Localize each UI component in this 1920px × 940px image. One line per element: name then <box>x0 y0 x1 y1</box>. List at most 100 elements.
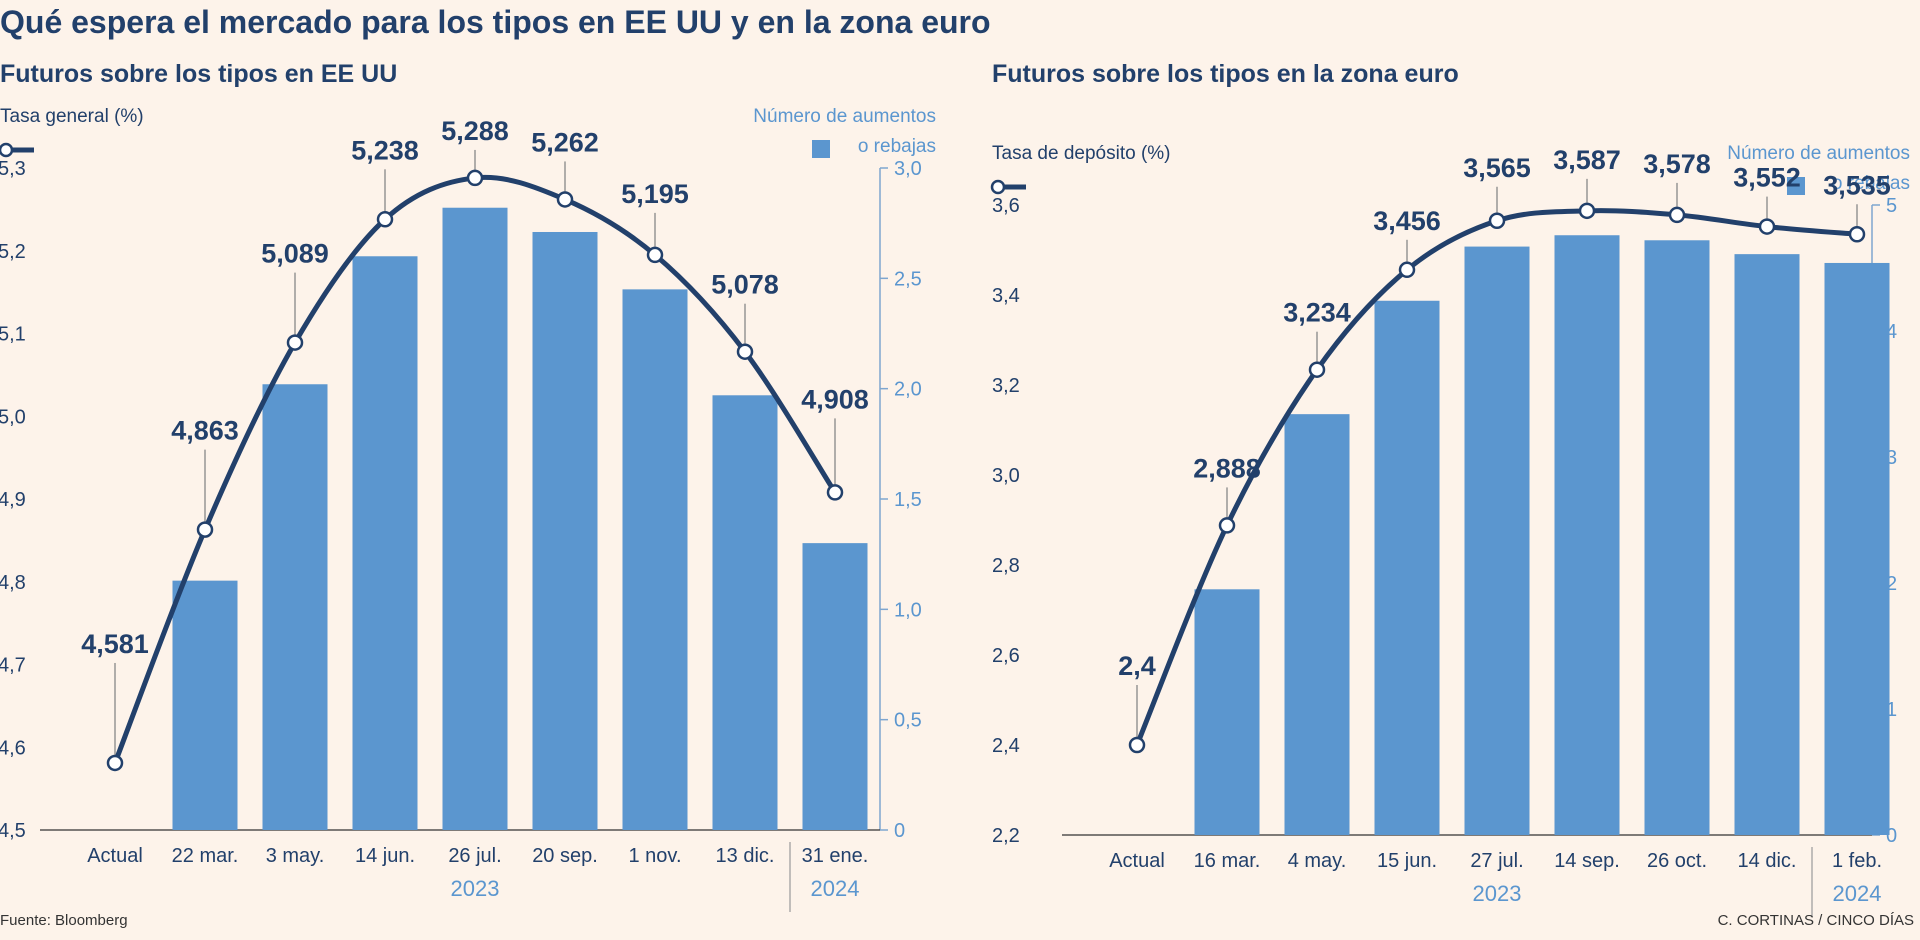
euro-left-tick-label: 2,6 <box>992 645 1020 667</box>
euro-rate-marker <box>1398 261 1416 279</box>
us-bar <box>172 580 238 830</box>
us-category-label: 20 sep. <box>532 845 598 867</box>
us-bar <box>622 289 688 830</box>
us-rate-marker <box>646 246 664 264</box>
euro-right-tick-label: 1 <box>1886 699 1897 721</box>
euro-left-tick-label: 3,6 <box>992 195 1020 217</box>
euro-rate-marker <box>1128 736 1146 754</box>
euro-category-label: 14 dic. <box>1738 850 1797 872</box>
us-category-label: 22 mar. <box>172 845 239 867</box>
us-bar <box>352 256 418 830</box>
euro-value-label: 3,552 <box>1733 163 1801 193</box>
us-rate-marker <box>556 191 574 208</box>
us-right-tick-label: 0 <box>894 820 905 842</box>
euro-category-label: 16 mar. <box>1194 850 1261 872</box>
euro-left-axis-label: Tasa de depósito (%) <box>992 143 1171 164</box>
us-left-tick-label: 4,9 <box>0 489 26 511</box>
us-right-axis-label-2: o rebajas <box>858 136 936 157</box>
us-right-tick-label: 2,0 <box>894 379 922 401</box>
us-legend-bar-icon <box>812 140 830 158</box>
euro-value-label: 3,565 <box>1463 153 1531 183</box>
us-bar <box>802 543 868 830</box>
euro-right-axis-label-2: o rebajas <box>1832 173 1910 194</box>
us-bar <box>532 231 598 830</box>
us-right-tick-label: 2,5 <box>894 268 922 290</box>
euro-bar <box>1464 246 1530 835</box>
euro-value-label: 3,234 <box>1283 298 1351 328</box>
euro-rate-marker <box>1308 361 1326 378</box>
euro-left-tick-label: 2,4 <box>992 735 1020 757</box>
us-rate-marker <box>466 169 484 187</box>
euro-bar <box>1644 240 1710 835</box>
euro-bar <box>1734 254 1800 835</box>
us-left-tick-label: 4,5 <box>0 820 26 842</box>
us-rate-marker <box>376 211 394 228</box>
euro-rate-marker <box>1578 202 1596 220</box>
euro-bar <box>1194 589 1260 835</box>
us-value-label: 5,089 <box>261 239 329 269</box>
euro-value-label: 3,535 <box>1823 170 1891 200</box>
euro-value-label: 2,4 <box>1118 651 1156 681</box>
euro-category-label: 14 sep. <box>1554 850 1620 872</box>
euro-bar <box>1824 262 1890 836</box>
us-right-tick-label: 3,0 <box>894 158 922 180</box>
euro-right-tick-label: 2 <box>1886 573 1897 595</box>
us-value-label: 4,863 <box>171 416 239 446</box>
us-left-tick-label: 4,7 <box>0 655 26 677</box>
us-category-label: Actual <box>87 845 143 867</box>
euro-left-tick-label: 2,8 <box>992 555 1020 577</box>
euro-bar <box>1554 235 1620 836</box>
euro-rate-marker <box>1218 517 1236 534</box>
euro-rate-marker <box>1758 218 1776 235</box>
euro-category-label: 15 jun. <box>1377 850 1437 872</box>
euro-category-label: 1 feb. <box>1832 850 1882 872</box>
us-bar <box>442 207 508 831</box>
us-category-label: 14 jun. <box>355 845 415 867</box>
us-left-tick-label: 5,1 <box>0 324 26 346</box>
euro-year-label-2023: 2023 <box>1473 881 1522 906</box>
euro-left-tick-label: 3,4 <box>992 285 1020 307</box>
euro-left-tick-label: 3,2 <box>992 375 1020 397</box>
us-rate-marker <box>106 754 124 772</box>
main-title: Qué espera el mercado para los tipos en … <box>0 4 991 40</box>
us-value-label: 5,195 <box>621 179 689 209</box>
us-panel-title: Futuros sobre los tipos en EE UU <box>0 60 398 88</box>
euro-legend-bar-icon <box>1787 177 1805 195</box>
us-category-label: 13 dic. <box>716 845 775 867</box>
euro-right-tick-label: 5 <box>1886 195 1897 217</box>
us-rate-marker <box>196 521 214 538</box>
euro-bar <box>1374 300 1440 835</box>
us-value-label: 5,238 <box>351 135 419 165</box>
us-category-label: 1 nov. <box>629 845 682 867</box>
us-left-axis-label: Tasa general (%) <box>0 106 144 127</box>
us-left-tick-label: 5,0 <box>0 406 26 428</box>
us-value-label: 5,288 <box>441 116 509 146</box>
euro-rate-marker <box>1668 206 1686 224</box>
euro-right-tick-label: 4 <box>1886 321 1897 343</box>
source-note: Fuente: Bloomberg <box>0 912 128 929</box>
us-category-label: 3 may. <box>266 845 325 867</box>
us-legend-marker-icon <box>0 142 14 158</box>
euro-right-axis-label: Número de aumentos <box>1727 143 1910 164</box>
euro-rate-marker <box>1488 212 1506 229</box>
euro-right-tick-label: 0 <box>1886 825 1897 847</box>
euro-category-label: 26 oct. <box>1647 850 1707 872</box>
us-bar <box>712 395 778 830</box>
us-rate-marker <box>736 343 754 360</box>
euro-right-tick-label: 3 <box>1886 447 1897 469</box>
us-rate-marker <box>286 334 304 351</box>
us-value-label: 5,078 <box>711 270 779 300</box>
euro-category-label: 4 may. <box>1288 850 1347 872</box>
euro-year-label-2024: 2024 <box>1833 881 1882 906</box>
us-right-axis-label: Número de aumentos <box>753 106 936 127</box>
euro-left-tick-label: 2,2 <box>992 825 1020 847</box>
us-value-label: 4,908 <box>801 384 869 414</box>
us-left-tick-label: 5,3 <box>0 158 26 180</box>
us-right-tick-label: 1,0 <box>894 599 922 621</box>
euro-bar <box>1284 414 1350 835</box>
euro-value-label: 3,456 <box>1373 206 1441 236</box>
us-category-label: 26 jul. <box>448 845 501 867</box>
us-right-tick-label: 0,5 <box>894 710 922 732</box>
us-left-tick-label: 4,6 <box>0 737 26 759</box>
